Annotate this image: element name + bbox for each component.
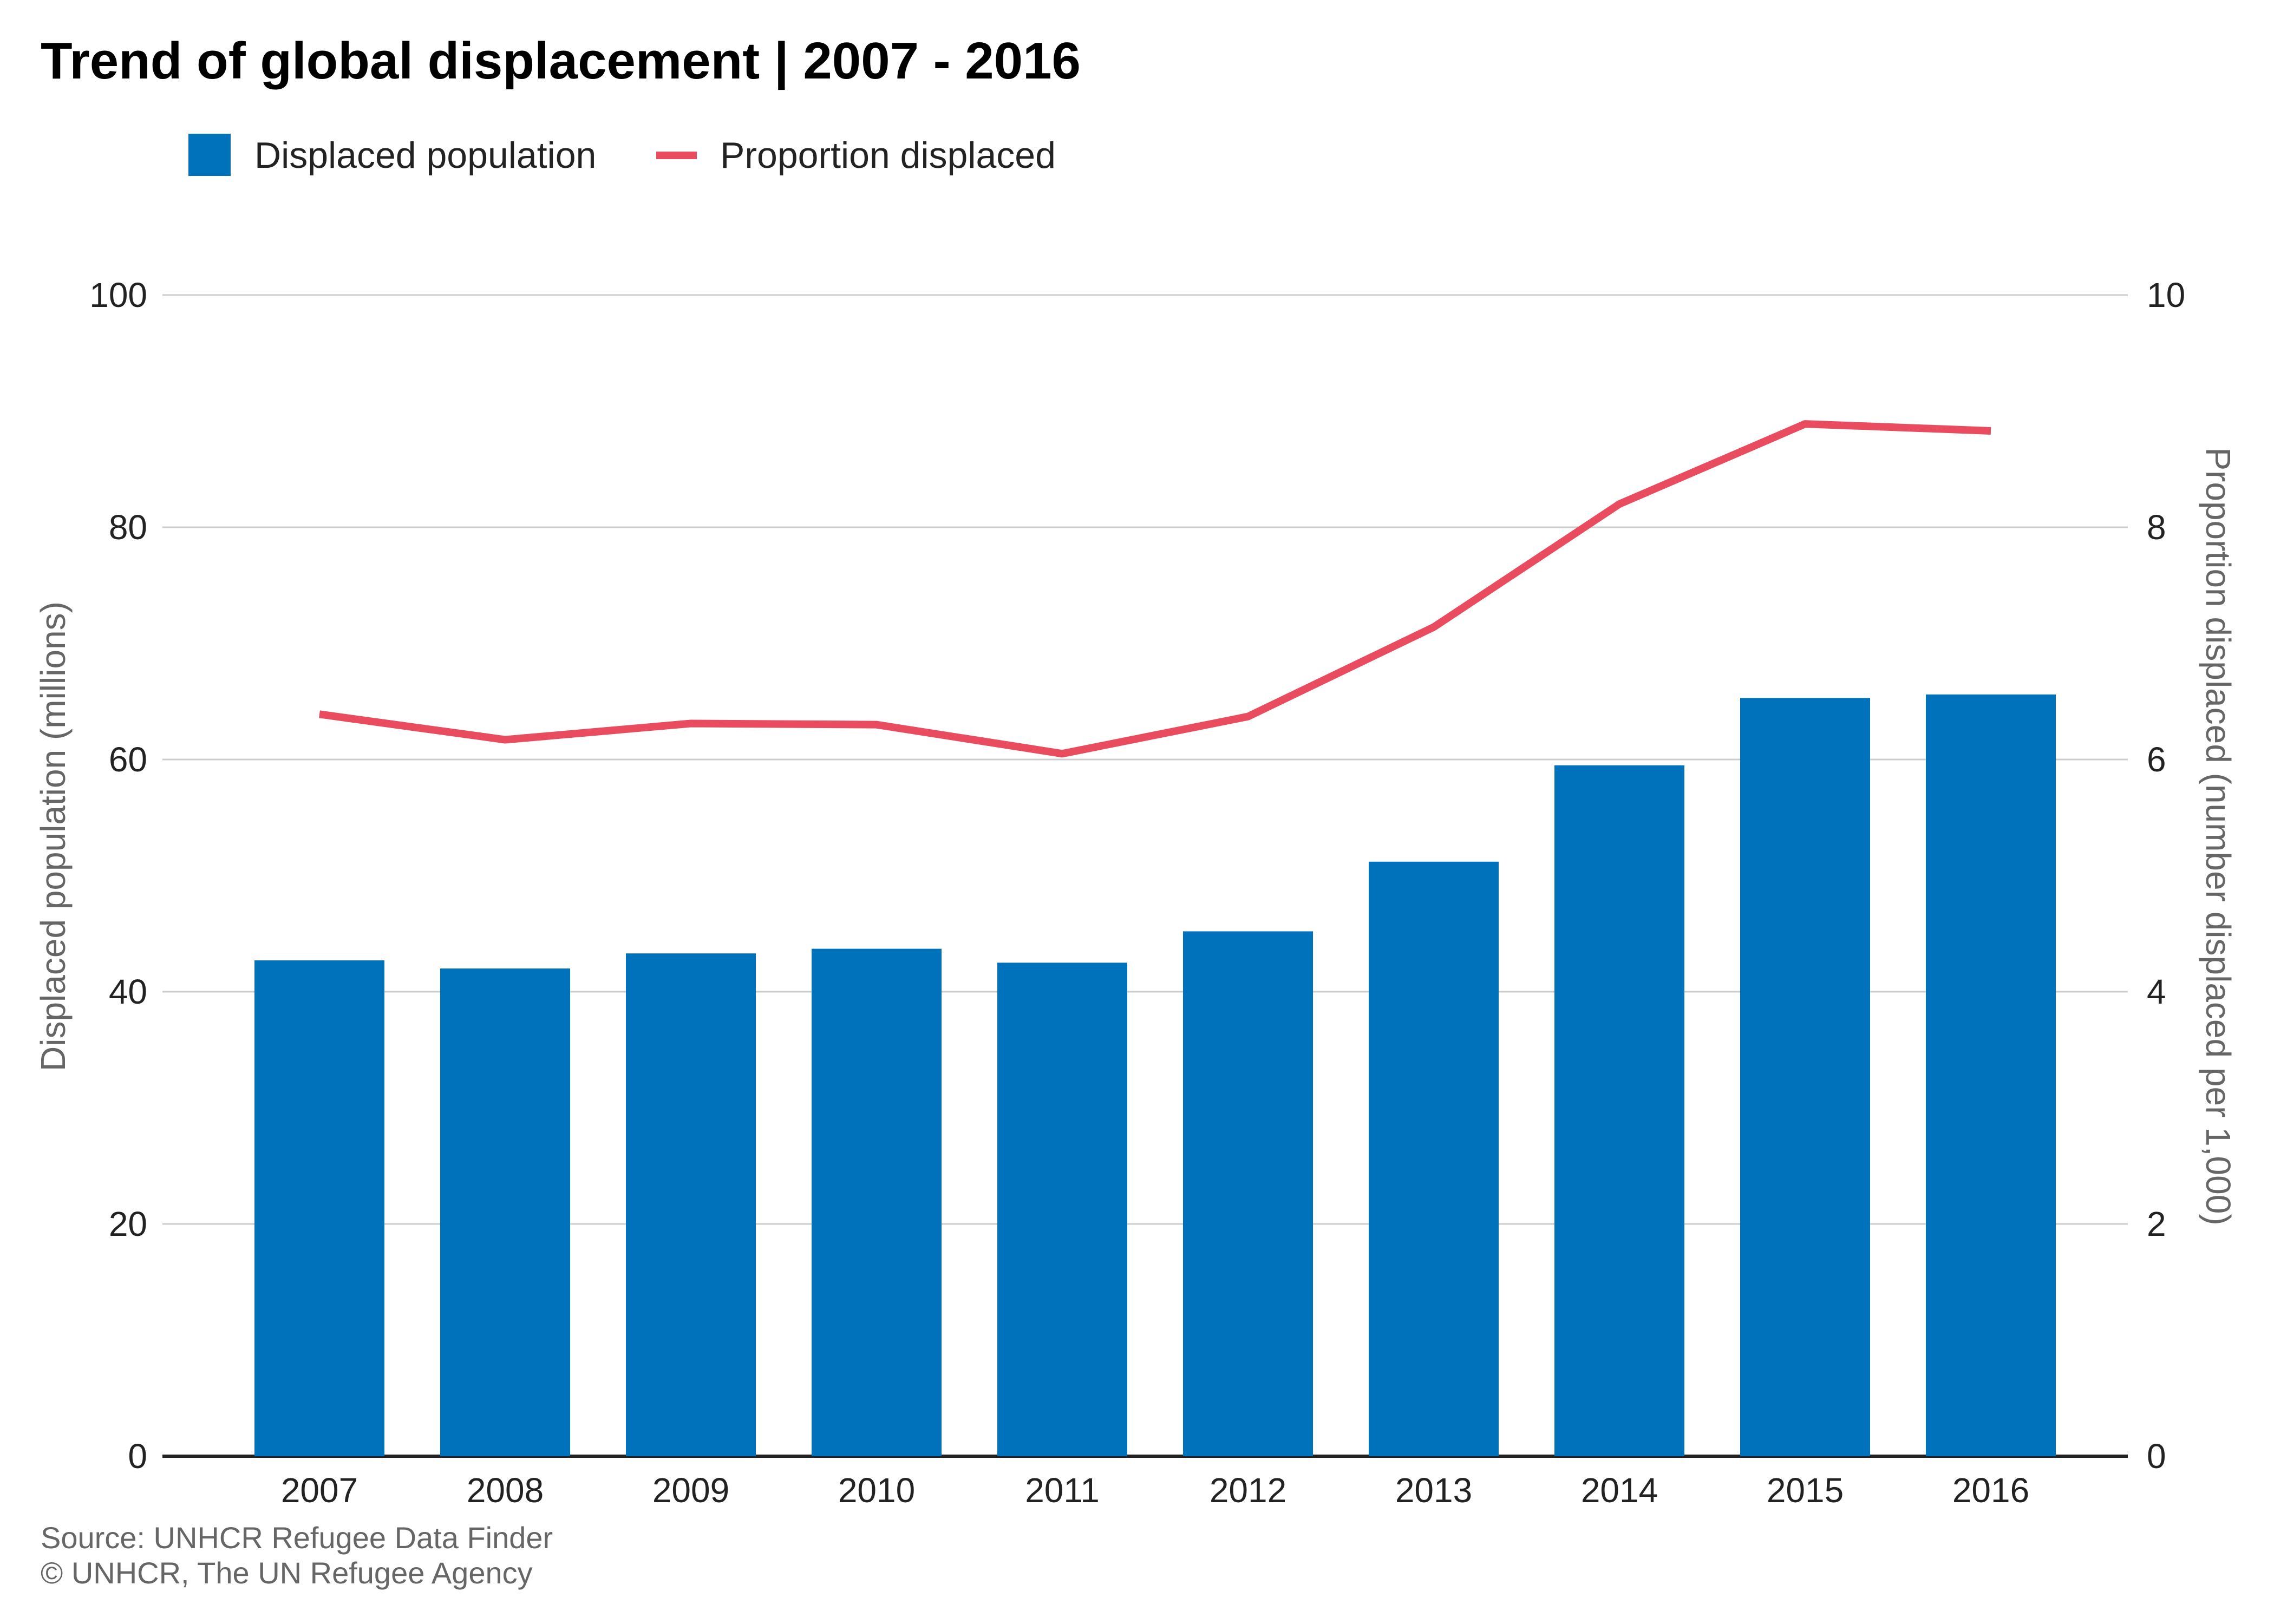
x-tick-label: 2014 [1581,1471,1658,1510]
legend-swatch-displaced-population [188,134,231,176]
bar-2016 [1926,694,2056,1456]
y-right-tick-label: 0 [2147,1437,2166,1476]
bar-2008 [440,968,570,1456]
y-right-tick-label: 2 [2147,1204,2166,1243]
x-tick-label: 2007 [281,1471,358,1510]
y-left-tick-label: 0 [128,1437,147,1476]
x-tick-label: 2012 [1210,1471,1286,1510]
x-tick-label: 2015 [1767,1471,1844,1510]
y-right-tick-label: 6 [2147,740,2166,779]
bar-series [254,694,2056,1456]
line-series [319,420,1991,758]
x-tick-label: 2008 [467,1471,544,1510]
y-axis-right-ticks: 0 2 4 6 8 10 [2147,276,2185,1476]
legend: Displaced population Proportion displace… [188,134,1056,176]
y-axis-left-title: Displaced population (millions) [34,601,73,1071]
y-left-tick-label: 40 [109,972,147,1011]
legend-label-displaced-population: Displaced population [254,135,596,176]
bar-2010 [812,948,942,1456]
y-right-tick-label: 8 [2147,508,2166,547]
y-right-tick-label: 10 [2147,276,2185,315]
line-proportion-displaced [319,420,1991,758]
bar-2013 [1369,861,1499,1456]
y-right-tick-label: 4 [2147,972,2166,1011]
source-note: Source: UNHCR Refugee Data Finder [41,1521,553,1555]
chart-title: Trend of global displacement | 2007 - 20… [41,32,1081,90]
y-axis-left-ticks: 0 20 40 60 80 100 [89,276,147,1476]
x-tick-label: 2013 [1395,1471,1472,1510]
x-tick-label: 2009 [652,1471,729,1510]
y-axis-right-title: Proportion displaced (number displaced p… [2199,447,2238,1225]
bar-2009 [626,953,756,1456]
legend-swatch-proportion-displaced [656,152,697,159]
bar-2015 [1740,698,1870,1456]
legend-label-proportion-displaced: Proportion displaced [720,135,1056,176]
x-tick-label: 2010 [838,1471,915,1510]
copyright-note: © UNHCR, The UN Refugee Agency [41,1556,533,1590]
y-left-tick-label: 20 [109,1204,147,1243]
x-tick-label: 2016 [1952,1471,2029,1510]
y-left-tick-label: 80 [109,508,147,547]
bar-2014 [1554,765,1684,1456]
x-axis-ticks: 2007 2008 2009 2010 2011 2012 2013 2014 2015 2016 [281,1471,2029,1510]
x-tick-label: 2011 [1025,1471,1100,1510]
y-left-tick-label: 100 [89,276,147,315]
y-left-tick-label: 60 [109,740,147,779]
bar-2011 [997,962,1127,1456]
bar-2012 [1183,931,1313,1456]
bar-2007 [254,960,384,1456]
